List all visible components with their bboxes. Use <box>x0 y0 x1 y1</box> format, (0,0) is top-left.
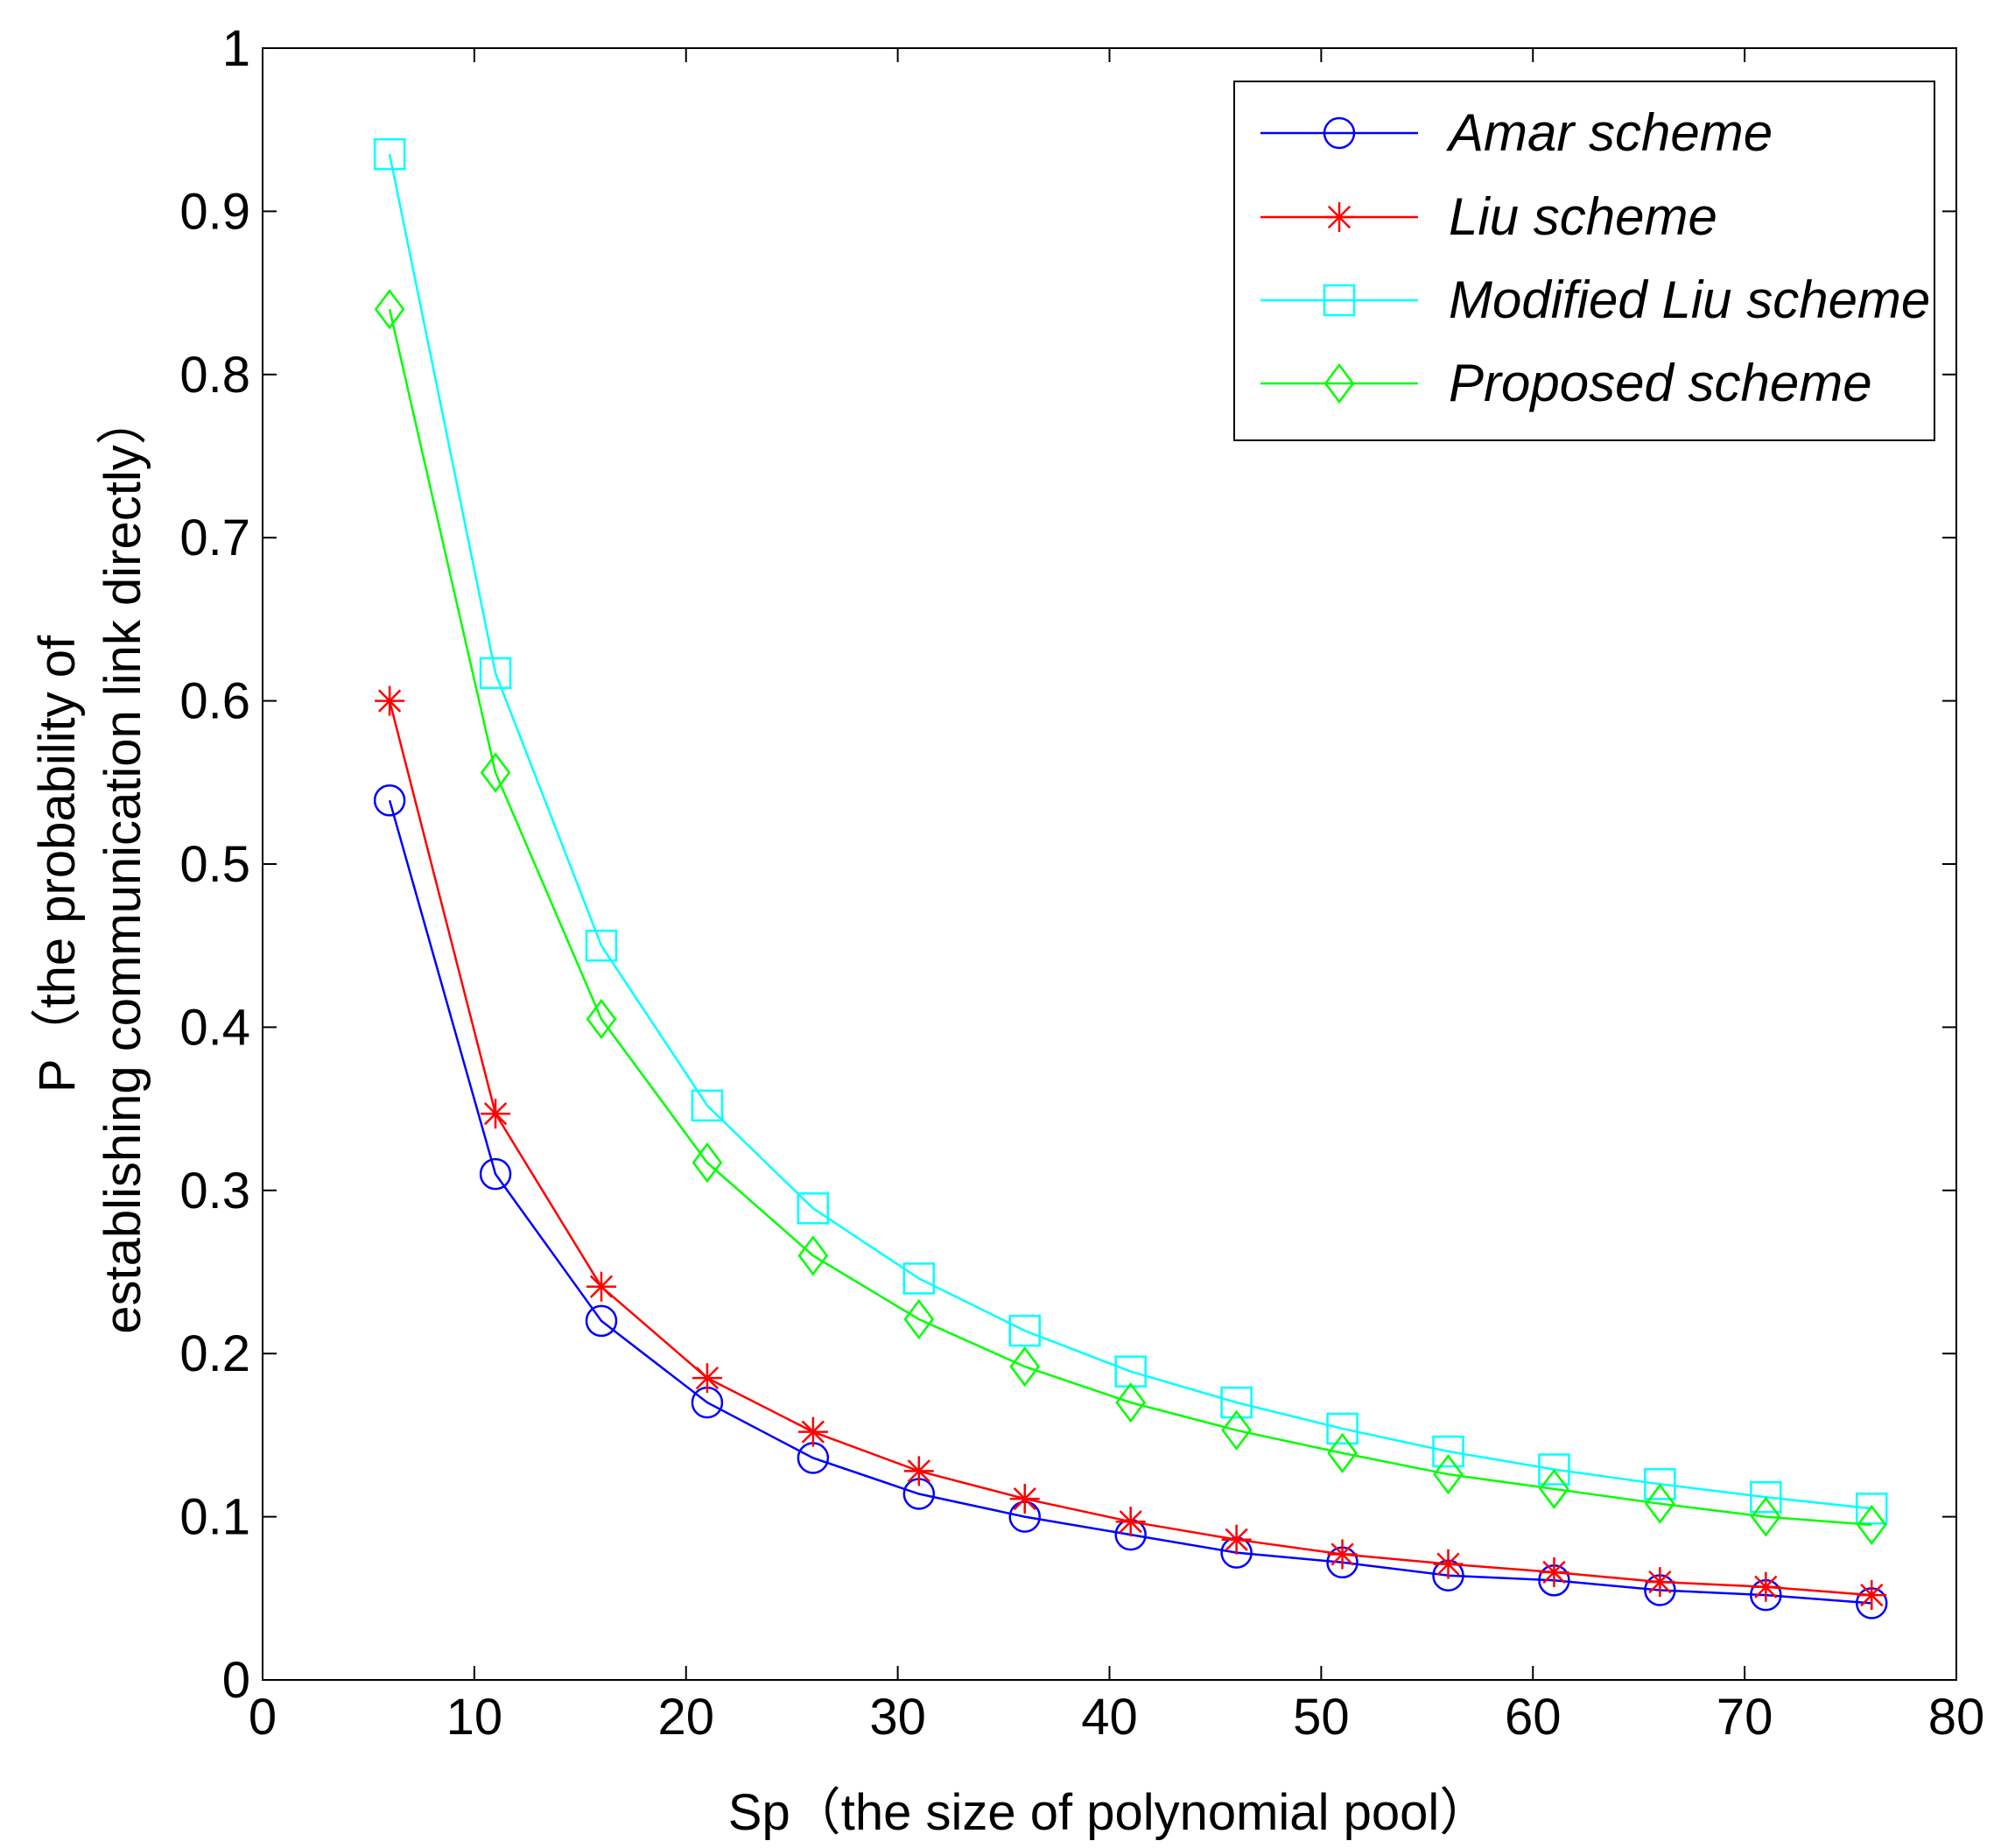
y-axis-label-group: P（the probability of establishing commun… <box>29 394 151 1333</box>
data-point-asterisk <box>1433 1549 1464 1579</box>
y-tick-label: 0 <box>222 1652 250 1709</box>
data-point-diamond <box>1009 1346 1041 1388</box>
y-tick-label: 0.2 <box>179 1325 250 1382</box>
data-point-circle <box>373 784 406 817</box>
legend-entry: Liu scheme <box>1260 187 1717 246</box>
data-point-diamond <box>1539 1468 1569 1509</box>
legend-label: Amar scheme <box>1446 103 1773 162</box>
data-point-square <box>1750 1480 1782 1514</box>
data-point-square <box>1220 1386 1253 1419</box>
data-point-square <box>1538 1453 1570 1486</box>
legend-entry: Amar scheme <box>1260 103 1773 162</box>
x-tick-label: 20 <box>657 1689 714 1746</box>
data-point-square <box>1326 1412 1359 1445</box>
data-point-square <box>691 1089 724 1122</box>
data-point-square <box>902 1262 936 1295</box>
y-tick-label: 0.7 <box>179 509 250 566</box>
series-line <box>388 308 1872 1527</box>
x-tick-label: 10 <box>446 1689 503 1746</box>
data-point-asterisk <box>797 1416 828 1447</box>
y-tick-label: 0.1 <box>179 1489 250 1546</box>
x-tick-label: 40 <box>1081 1689 1138 1746</box>
series-liu-scheme <box>375 685 1887 1611</box>
data-point-square <box>479 657 512 690</box>
data-point-square <box>373 137 406 171</box>
y-tick-label: 0.3 <box>179 1163 250 1219</box>
legend-label: Proposed scheme <box>1449 354 1872 412</box>
legend-label: Modified Liu scheme <box>1449 271 1930 329</box>
data-point-diamond <box>1221 1409 1252 1451</box>
data-point-asterisk <box>1857 1580 1887 1611</box>
x-tick-label: 50 <box>1293 1689 1350 1746</box>
data-point-square <box>1644 1468 1676 1500</box>
data-point-asterisk <box>375 685 405 716</box>
legend-label: Liu scheme <box>1449 187 1717 246</box>
data-point-diamond <box>480 752 511 793</box>
y-tick-label: 0.8 <box>179 347 250 404</box>
data-point-diamond <box>1645 1483 1675 1524</box>
y-tick-label: 0.6 <box>179 673 250 730</box>
data-point-diamond <box>586 998 617 1040</box>
data-point-diamond <box>797 1235 829 1276</box>
data-point-diamond <box>1433 1454 1464 1495</box>
y-tick-label: 0.9 <box>179 183 250 240</box>
legend: Amar scheme Liu scheme Modified Liu scheme… <box>1233 81 1935 441</box>
legend-entry: Modified Liu scheme <box>1260 271 1930 329</box>
data-point-circle <box>585 1304 618 1338</box>
data-point-asterisk <box>692 1363 722 1394</box>
x-tick-label: 80 <box>1928 1689 1985 1746</box>
legend-marker <box>1324 202 1354 232</box>
ticks-layer: 0 10 20 30 40 50 60 70 80 0 0.1 0.2 0.3 0.4 0.5 0.6 0.7 0… <box>179 20 1984 1746</box>
y-axis-label-line-2: establishing communication link directly… <box>95 394 151 1333</box>
data-point-asterisk <box>903 1456 934 1486</box>
data-point-diamond <box>1751 1496 1781 1537</box>
legend-marker <box>1323 284 1356 317</box>
data-point-square <box>1114 1355 1147 1388</box>
legend-marker <box>1323 362 1355 404</box>
data-point-asterisk <box>481 1099 511 1129</box>
data-point-diamond <box>374 289 405 330</box>
legend-marker <box>1323 116 1356 150</box>
data-point-asterisk <box>1327 1539 1358 1570</box>
data-point-asterisk <box>1751 1571 1781 1602</box>
x-tick-label: 30 <box>869 1689 926 1746</box>
series-line <box>388 153 1872 1510</box>
data-point-diamond <box>1115 1382 1146 1423</box>
data-point-square <box>797 1192 830 1225</box>
data-point-square <box>585 929 618 962</box>
x-axis-label: Sp（the size of polynomial pool） <box>728 1784 1490 1841</box>
data-point-asterisk <box>1115 1507 1146 1537</box>
x-tick-label: 70 <box>1717 1689 1773 1746</box>
series-proposed-scheme <box>374 289 1887 1546</box>
series-layer <box>373 137 1888 1620</box>
data-point-diamond <box>1327 1432 1358 1473</box>
data-point-square <box>1856 1493 1888 1525</box>
data-point-diamond <box>692 1142 723 1184</box>
data-point-circle <box>479 1157 512 1191</box>
data-point-square <box>1432 1435 1464 1468</box>
legend-entry: Proposed scheme <box>1260 354 1872 412</box>
data-point-asterisk <box>1009 1484 1040 1514</box>
data-point-asterisk <box>1221 1524 1252 1555</box>
x-tick-label: 0 <box>249 1689 277 1746</box>
y-tick-label: 0.5 <box>179 836 250 893</box>
y-tick-label: 1 <box>222 20 250 77</box>
data-point-asterisk <box>1539 1556 1569 1587</box>
series-modified-liu-scheme <box>373 137 1888 1525</box>
x-tick-label: 60 <box>1505 1689 1562 1746</box>
data-point-diamond <box>903 1298 935 1340</box>
y-axis-label-line-1: P（the probability of <box>29 635 86 1093</box>
data-point-asterisk <box>1645 1567 1675 1598</box>
data-point-asterisk <box>586 1271 616 1302</box>
y-tick-label: 0.4 <box>179 999 250 1056</box>
data-point-square <box>1008 1314 1041 1347</box>
data-point-diamond <box>1856 1504 1887 1546</box>
